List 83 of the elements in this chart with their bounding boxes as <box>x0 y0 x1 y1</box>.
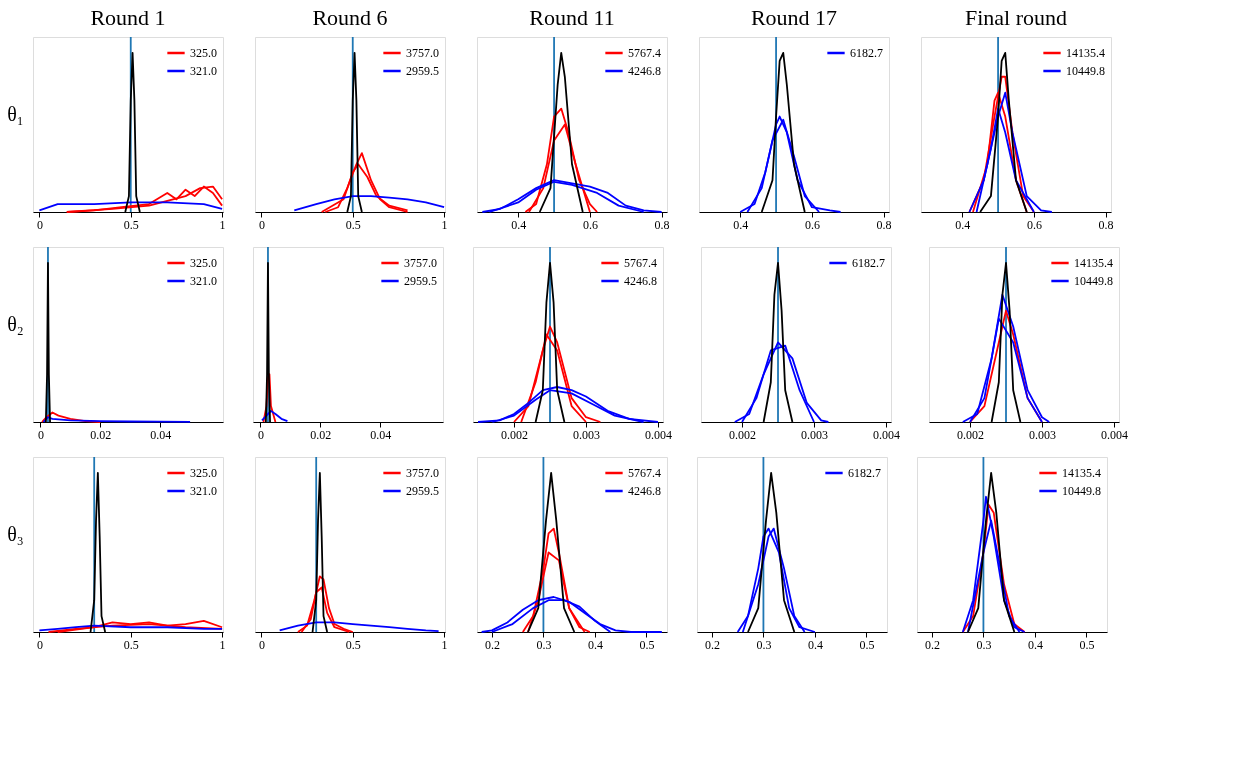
x-tick-label: 1 <box>441 637 448 652</box>
legend-label: 325.0 <box>190 256 217 270</box>
x-tick-label: 0.004 <box>1100 427 1128 442</box>
x-tick-label: 1 <box>219 217 226 232</box>
legend-label: 325.0 <box>190 46 217 60</box>
legend-label: 2959.5 <box>406 484 439 498</box>
legend-label: 6182.7 <box>850 46 883 60</box>
x-tick-label: 0.4 <box>807 637 823 652</box>
legend-label: 10449.8 <box>1062 484 1101 498</box>
x-tick-label: 0.5 <box>123 217 139 232</box>
x-tick-label: 0 <box>36 217 43 232</box>
legend-label: 10449.8 <box>1074 274 1113 288</box>
legend-label: 325.0 <box>190 466 217 480</box>
x-tick-label: 0.004 <box>644 427 672 442</box>
x-tick-label: 0.003 <box>1028 427 1056 442</box>
legend-label: 5767.4 <box>628 466 661 480</box>
x-tick-label: 0.4 <box>733 217 749 232</box>
x-tick-label: 0.6 <box>1026 217 1042 232</box>
x-tick-label: 0.6 <box>804 217 820 232</box>
legend-label: 4246.8 <box>624 274 657 288</box>
chart-title: Round 17 <box>750 5 838 31</box>
x-tick-label: 0.5 <box>123 637 139 652</box>
legend-label: 6182.7 <box>852 256 885 270</box>
y-axis-title: θ₂ <box>7 313 24 335</box>
x-tick-label: 1 <box>219 637 226 652</box>
y-axis-title: θ₁ <box>7 103 24 125</box>
x-tick-label: 0.04 <box>150 427 172 442</box>
legend-label: 3757.0 <box>406 466 439 480</box>
x-tick-label: 0.2 <box>704 637 720 652</box>
x-tick-label: 0 <box>258 217 265 232</box>
legend-label: 14135.4 <box>1074 256 1113 270</box>
x-tick-label: 0.4 <box>511 217 527 232</box>
x-tick-label: 0.02 <box>90 427 112 442</box>
x-tick-label: 0.5 <box>639 637 655 652</box>
x-tick-label: 0.5 <box>345 637 361 652</box>
x-tick-label: 0.2 <box>484 637 500 652</box>
x-tick-label: 0.6 <box>582 217 598 232</box>
x-tick-label: 0.5 <box>345 217 361 232</box>
x-tick-label: 0.5 <box>859 637 875 652</box>
x-tick-label: 0.4 <box>955 217 971 232</box>
chart-title: Final round <box>964 5 1068 31</box>
legend-label: 14135.4 <box>1066 46 1105 60</box>
chart-title: Round 1 <box>90 5 166 31</box>
legend-label: 2959.5 <box>404 274 437 288</box>
x-tick-label: 0 <box>257 427 264 442</box>
x-tick-label: 0.003 <box>572 427 600 442</box>
x-tick-label: 0.002 <box>501 427 529 442</box>
x-tick-label: 0.003 <box>800 427 828 442</box>
legend-label: 4246.8 <box>628 64 661 78</box>
x-tick-label: 0.002 <box>957 427 985 442</box>
x-tick-label: 0.004 <box>872 427 900 442</box>
y-axis-title: θ₃ <box>7 523 24 545</box>
legend-label: 321.0 <box>190 64 217 78</box>
x-tick-label: 0.8 <box>1098 217 1114 232</box>
chart-title: Round 11 <box>529 5 615 31</box>
x-tick-label: 0 <box>36 637 43 652</box>
x-tick-label: 0.8 <box>876 217 892 232</box>
x-tick-label: 0 <box>258 637 265 652</box>
legend-label: 6182.7 <box>848 466 881 480</box>
legend-label: 5767.4 <box>624 256 657 270</box>
x-tick-label: 0.3 <box>536 637 552 652</box>
x-tick-label: 0.04 <box>370 427 392 442</box>
legend-label: 10449.8 <box>1066 64 1105 78</box>
legend-label: 321.0 <box>190 484 217 498</box>
x-tick-label: 0.02 <box>310 427 332 442</box>
x-tick-label: 0.4 <box>1027 637 1043 652</box>
x-tick-label: 0.5 <box>1079 637 1095 652</box>
x-tick-label: 0.3 <box>976 637 992 652</box>
x-tick-label: 0.4 <box>587 637 603 652</box>
legend-label: 2959.5 <box>406 64 439 78</box>
x-tick-label: 0.3 <box>756 637 772 652</box>
x-tick-label: 1 <box>441 217 448 232</box>
x-tick-label: 0.2 <box>924 637 940 652</box>
legend-label: 321.0 <box>190 274 217 288</box>
legend-label: 3757.0 <box>404 256 437 270</box>
legend-label: 3757.0 <box>406 46 439 60</box>
legend-label: 5767.4 <box>628 46 661 60</box>
x-tick-label: 0 <box>37 427 44 442</box>
legend-label: 4246.8 <box>628 484 661 498</box>
x-tick-label: 0.8 <box>654 217 670 232</box>
chart-title: Round 6 <box>312 5 388 31</box>
x-tick-label: 0.002 <box>729 427 757 442</box>
legend-label: 14135.4 <box>1062 466 1101 480</box>
